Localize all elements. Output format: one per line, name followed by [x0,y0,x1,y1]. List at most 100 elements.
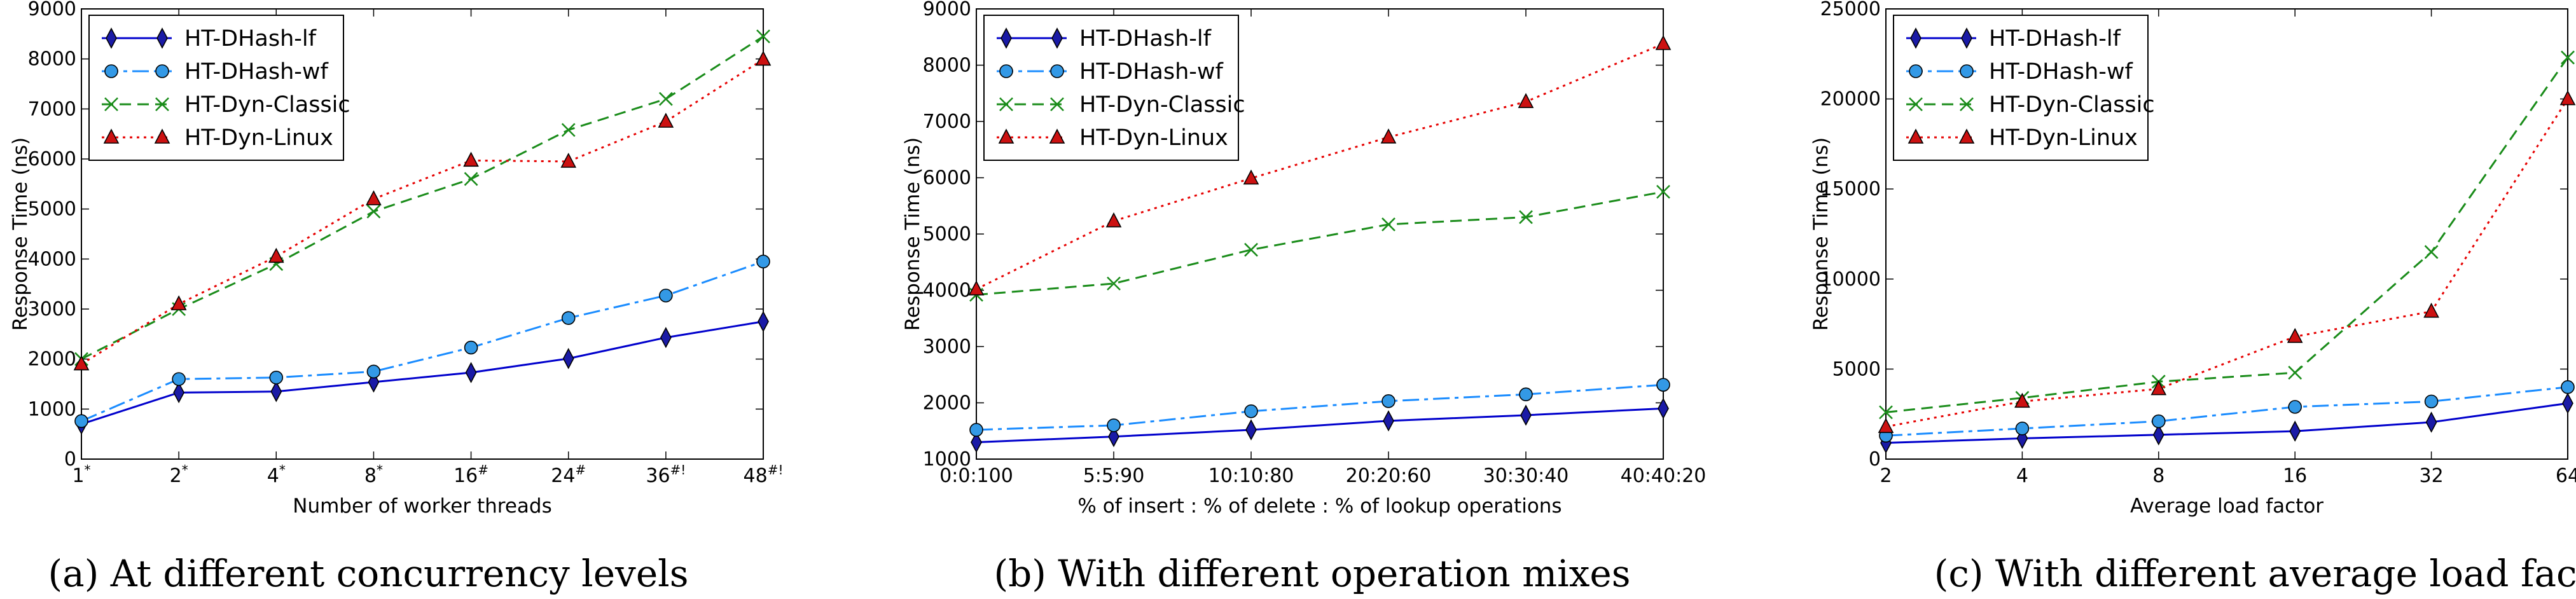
series-HT-Dyn-Linux [1878,90,2576,433]
marker-triangle-1 [170,295,187,310]
series-HT-DHash-wf [1879,380,2575,443]
x-tick-label-2: 10:10:80 [1208,465,1294,487]
marker-triangle-5 [1655,35,1672,50]
marker-diamond-6 [660,327,672,348]
chart-2: 1000 2000 3000 4000 5000 6000 7000 8000 9000 0:0:… [901,0,1706,595]
x-axis-label: Average load factor [2130,495,2323,518]
x-tick-label-5: 24# [551,462,586,487]
x-tick-superscript-7: #! [768,462,784,478]
legend-box [983,15,1239,161]
marker-diamond-0 [971,431,982,453]
y-tick-label-1: 5000 [1832,358,1881,380]
series-line-HT-Dyn-Classic [81,36,764,361]
marker-x-legend-b-2 [155,97,169,111]
x-tick-label-5: 40:40:20 [1621,465,1707,487]
series-line-HT-Dyn-Linux [1885,98,2569,428]
marker-triangle-5 [560,153,577,168]
y-axis-label: Response Time (ns) [9,137,32,331]
marker-circle-2 [1244,404,1258,418]
series-line-HT-DHash-wf [1885,386,2568,437]
marker-diamond-legend-b-0 [156,27,168,49]
y-tick-label-5: 6000 [923,167,971,189]
x-axis-label: % of insert : % of delete : % of lookup … [1077,495,1562,518]
marker-triangle-1 [1105,212,1122,228]
x-tick-label-4: 16# [454,462,488,487]
marker-triangle-legend-a-3 [1908,128,1924,144]
plot-frame [1885,8,2568,460]
marker-circle-2 [269,370,284,385]
marker-x-4 [1519,210,1533,224]
marker-triangle-3 [1380,128,1397,144]
marker-x-legend-b-2 [1960,97,1974,111]
marker-diamond-5 [2562,392,2573,414]
marker-circle-0 [74,414,88,429]
y-tick-label-6: 6000 [28,148,76,170]
marker-diamond-2 [2152,424,2164,446]
x-tick-label-5: 64 [2556,465,2576,487]
marker-circle-6 [659,288,673,303]
x-tick-superscript-2: * [279,462,286,478]
subfigure-caption: (b) With different operation mixes [994,552,1630,595]
marker-triangle-0 [968,280,985,296]
legend-label-0: HT-DHash-lf [1079,26,1212,52]
x-tick-superscript-1: * [182,462,188,478]
x-tick-superscript-0: * [85,462,91,478]
plot-frame [81,8,764,460]
marker-x-5 [561,123,576,137]
x-tick-label-0: 2 [1880,465,1892,487]
marker-diamond-1 [1108,425,1119,448]
marker-triangle-4 [1518,93,1534,108]
legend-box [88,15,344,161]
y-axis-label: Response Time (ns) [901,137,924,331]
legend-label-3: HT-Dyn-Linux [184,125,333,151]
marker-triangle-4 [2423,303,2439,318]
marker-x-3 [2288,366,2302,380]
marker-circle-2 [2152,414,2166,429]
y-tick-label-8: 8000 [28,48,76,71]
marker-circle-4 [1519,387,1533,402]
marker-diamond-5 [562,348,574,369]
marker-triangle-5 [2559,90,2576,106]
x-tick-label-1: 2* [170,462,188,487]
y-tick-label-2: 10000 [1820,268,1881,291]
marker-circle-3 [2288,400,2302,414]
marker-x-legend-a-2 [1909,97,1923,111]
marker-diamond-legend-a-0 [1910,27,1922,49]
marker-triangle-legend-a-3 [998,128,1014,144]
x-axis-label: Number of worker threads [293,495,551,518]
marker-x-2 [1244,242,1258,257]
y-tick-label-7: 8000 [923,55,971,77]
marker-diamond-5 [1658,397,1669,420]
y-tick-label-2: 2000 [28,348,76,371]
y-tick-label-6: 7000 [923,111,971,133]
marker-triangle-0 [73,355,90,371]
x-tick-label-2: 4* [267,462,286,487]
legend-label-1: HT-DHash-wf [1079,59,1224,85]
marker-triangle-2 [268,247,284,263]
marker-x-5 [2561,50,2575,65]
series-line-HT-Dyn-Classic [976,191,1664,296]
marker-diamond-legend-b-0 [1961,27,1972,49]
legend-label-2: HT-Dyn-Classic [1989,92,2155,118]
y-tick-label-4: 4000 [28,248,76,270]
marker-circle-legend-b-1 [155,64,169,78]
legend: HT-DHash-lf HT-DHash-wf HT-Dyn-Classic HT-D… [88,15,350,161]
marker-x-legend-a-2 [999,97,1013,111]
marker-diamond-3 [2289,420,2301,442]
y-tick-label-0: 0 [1869,448,1881,471]
marker-x-legend-a-2 [104,97,118,111]
marker-circle-legend-b-1 [1960,64,1974,78]
x-tick-label-3: 16 [2283,465,2307,487]
y-tick-label-3: 4000 [923,280,971,302]
y-tick-label-4: 5000 [923,223,971,245]
x-tick-label-1: 4 [2016,465,2028,487]
legend-label-1: HT-DHash-wf [1989,59,2133,85]
series-line-HT-DHash-wf [976,383,1664,431]
marker-circle-0 [969,423,983,437]
marker-triangle-0 [1878,418,1894,433]
marker-diamond-2 [270,381,282,403]
marker-diamond-4 [1520,404,1532,426]
subfigure-caption: (c) With different average load factors [1934,552,2576,595]
chart-1: 0 1000 2000 3000 4000 5000 6000 7000 8000 9000 1* 2… [9,0,783,595]
marker-circle-3 [366,364,381,379]
